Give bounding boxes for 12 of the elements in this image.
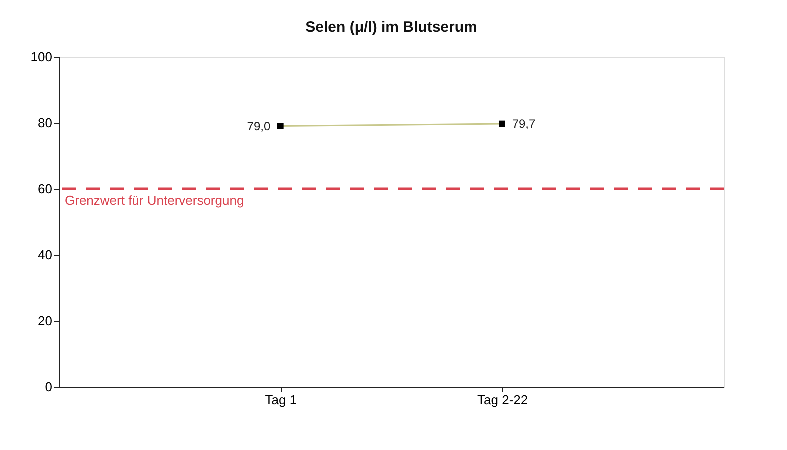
y-tick-label: 40 — [38, 248, 52, 262]
y-tick-label: 100 — [30, 50, 52, 64]
data-label: 79,0 — [247, 119, 271, 134]
ref-line-label: Grenzwert für Unterversorgung — [65, 193, 244, 208]
x-tick-label: Tag 1 — [265, 392, 298, 408]
y-tick-label: 20 — [38, 314, 52, 328]
chart-title: Selen (μ/l) im Blutserum — [306, 19, 478, 36]
y-tick-label: 0 — [45, 380, 52, 394]
y-tick-label: 80 — [38, 116, 52, 130]
data-label: 79,7 — [512, 116, 536, 131]
x-tick-label: Tag 2-22 — [478, 392, 528, 408]
y-tick-label: 60 — [38, 182, 52, 196]
